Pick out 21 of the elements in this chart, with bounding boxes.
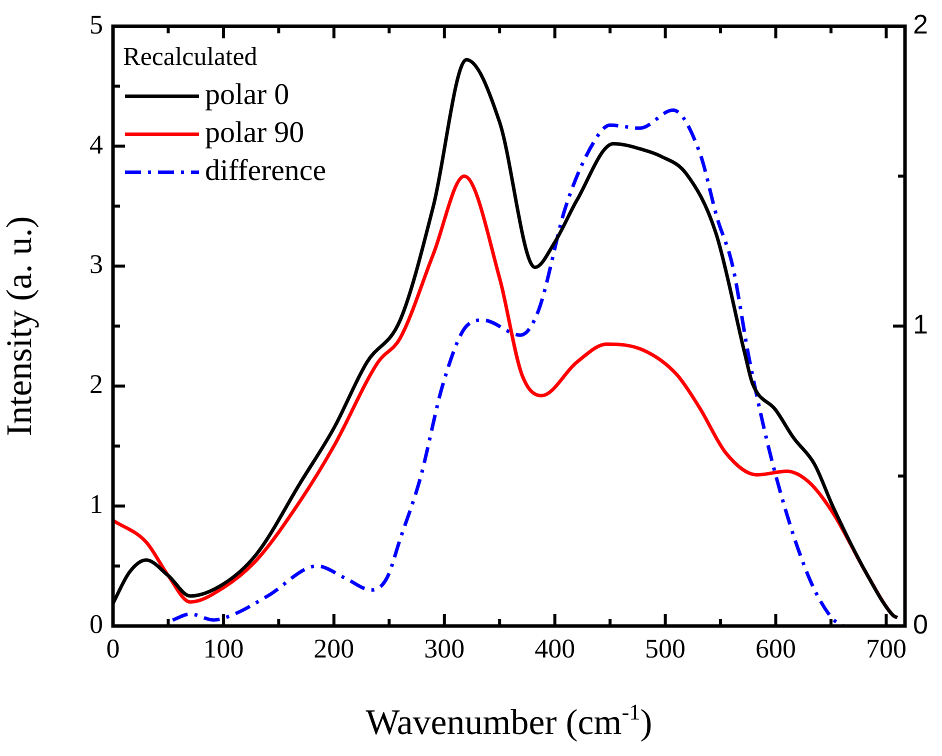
x-tick-label: 500 (645, 633, 686, 664)
y-tick-label: 0 (90, 609, 103, 640)
y-tick-label: 2 (90, 369, 103, 400)
y-tick-label: 3 (90, 249, 103, 280)
legend-label: polar 0 (205, 78, 290, 112)
y-tick-label: 5 (90, 9, 103, 40)
x-tick-label: 600 (756, 633, 796, 664)
y-axis-title: Intensity (a. u.) (0, 216, 40, 436)
x-tick-label: 300 (424, 633, 465, 664)
y-tick-label: 1 (90, 489, 103, 520)
x-tick-label: 400 (534, 633, 576, 664)
y2-tick-label: 2 (913, 10, 928, 40)
legend-label: polar 90 (205, 116, 304, 150)
y2-tick-label: 0 (913, 609, 928, 640)
x-tick-label: 100 (203, 633, 244, 664)
y-tick-label: 4 (90, 129, 104, 160)
legend-title: Recalculated (123, 42, 258, 72)
legend-label: difference (205, 154, 326, 188)
x-tick-label: 200 (314, 633, 354, 664)
x-tick-label: 700 (866, 633, 906, 664)
y2-tick-label: 1 (913, 310, 928, 340)
